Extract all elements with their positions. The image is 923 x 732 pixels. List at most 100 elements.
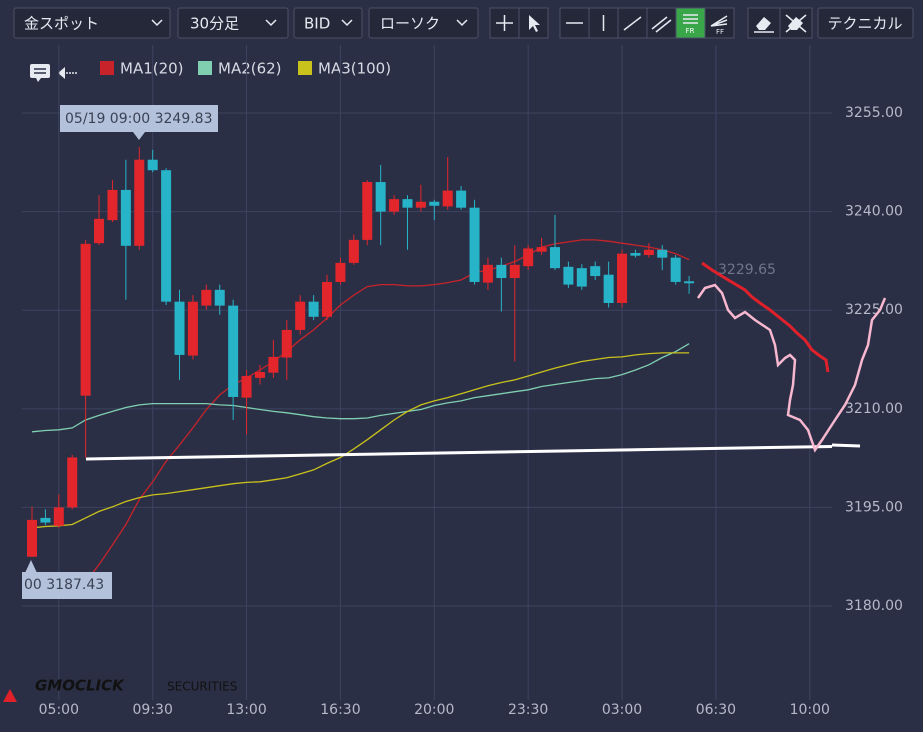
- candle-body: [120, 189, 131, 246]
- candle-body: [442, 190, 453, 207]
- logo-brand: GMOCLICK: [35, 677, 125, 695]
- legend-label: MA1(20): [120, 60, 184, 78]
- candle-body: [241, 375, 252, 398]
- logo-suffix: SECURITIES: [167, 680, 237, 694]
- low-annotation: 00 3187.43: [22, 560, 112, 599]
- candle-body: [348, 239, 359, 263]
- chart-style-label: ローソク: [380, 15, 440, 33]
- y-tick-label: 3210.00: [845, 401, 903, 417]
- candle-body: [94, 218, 105, 244]
- candle-body: [643, 249, 654, 256]
- candle-body: [362, 182, 373, 240]
- candle-body: [415, 201, 426, 208]
- candle-body: [590, 266, 601, 277]
- x-tick-label: 09:30: [133, 702, 173, 718]
- candle-body: [80, 243, 91, 396]
- high-annotation: 05/19 09:00 3249.83: [60, 105, 218, 140]
- plot-clip: [22, 45, 832, 700]
- legend-label: MA3(100): [318, 60, 391, 78]
- annotation-text: 00 3187.43: [24, 577, 104, 593]
- candle-body: [429, 201, 440, 206]
- last-price-label: 3229.65: [718, 262, 776, 278]
- candle-body: [456, 190, 467, 208]
- y-tick-label: 3195.00: [845, 499, 903, 515]
- ma-line: [31, 352, 690, 529]
- candle-body: [617, 253, 628, 303]
- comment-icon[interactable]: [30, 64, 50, 82]
- drawn-support-line-end: [831, 443, 861, 448]
- candle-body: [268, 356, 279, 373]
- x-tick-label: 06:30: [696, 702, 736, 718]
- collapse-icon[interactable]: [58, 67, 78, 79]
- annotation-pointer: [25, 560, 37, 573]
- drawn-support-line: [85, 444, 832, 461]
- candle-body: [523, 248, 534, 267]
- candle-body: [27, 519, 37, 557]
- annotation-pointer: [133, 132, 145, 140]
- svg-text:FR: FR: [686, 27, 695, 35]
- x-tick-label: 16:30: [320, 702, 360, 718]
- legend-swatch: [100, 61, 114, 75]
- candle-body: [549, 247, 560, 269]
- drawn-pink-path: [696, 283, 887, 453]
- candle-body: [254, 372, 265, 378]
- x-tick-label: 10:00: [790, 702, 830, 718]
- candle-body: [322, 281, 333, 317]
- y-tick-label: 3240.00: [845, 204, 903, 220]
- fibonacci-fan-button[interactable]: FF: [704, 7, 735, 39]
- user-drawings: [85, 444, 832, 461]
- chart-style-dropdown[interactable]: ローソク: [368, 7, 479, 39]
- candle-body: [308, 301, 319, 317]
- vline-button[interactable]: [588, 7, 619, 39]
- candle-body: [482, 264, 493, 283]
- legend-swatch: [298, 61, 312, 75]
- candle-body: [335, 262, 346, 282]
- x-tick-label: 13:00: [226, 702, 266, 718]
- candle-body: [107, 189, 118, 221]
- x-tick-label: 23:30: [508, 702, 548, 718]
- candle-body: [375, 182, 386, 212]
- candle-body: [174, 301, 185, 355]
- candle-body: [214, 289, 225, 306]
- toolbar: 金スポット 30分足 BID ローソク FR FF テクニカル: [13, 7, 914, 39]
- candle-body: [509, 264, 520, 279]
- annotation-box: [60, 105, 218, 132]
- ma-lines: [31, 239, 690, 598]
- x-tick-label: 03:00: [602, 702, 642, 718]
- candle-body: [67, 457, 78, 508]
- price-type-dropdown[interactable]: BID: [293, 7, 363, 39]
- legend: MA1(20) MA2(62) MA3(100): [100, 60, 391, 78]
- y-tick-label: 3225.00: [845, 302, 903, 318]
- crosshair-button[interactable]: [489, 7, 520, 39]
- candle-body: [295, 301, 306, 330]
- drawn-red-path: [701, 261, 830, 373]
- candle-body: [40, 517, 51, 523]
- legend-swatch: [198, 61, 212, 75]
- price-type-label: BID: [304, 15, 330, 33]
- candle-body: [576, 268, 587, 287]
- timeframe-dropdown[interactable]: 30分足: [177, 7, 289, 39]
- candle-body: [228, 305, 239, 397]
- candle-body: [53, 507, 64, 526]
- logo-mark: [3, 689, 17, 702]
- technical-button[interactable]: テクニカル: [817, 7, 914, 39]
- x-tick-label: 20:00: [414, 702, 454, 718]
- symbol-label: 金スポット: [24, 15, 99, 33]
- candle-body: [147, 159, 158, 171]
- channel-button[interactable]: [646, 7, 677, 39]
- technical-label: テクニカル: [827, 15, 902, 33]
- timeframe-label: 30分足: [190, 15, 239, 33]
- hline-button[interactable]: [559, 7, 590, 39]
- erase-all-button[interactable]: [779, 7, 813, 39]
- symbol-dropdown[interactable]: 金スポット: [13, 7, 171, 39]
- eraser-button[interactable]: [747, 7, 781, 39]
- candle-body: [187, 301, 198, 356]
- candle-body: [657, 249, 668, 258]
- candle-body: [134, 159, 145, 246]
- trendline-button[interactable]: [617, 7, 648, 39]
- y-tick-label: 3255.00: [845, 105, 903, 121]
- fibonacci-retracement-button[interactable]: FR: [675, 7, 706, 39]
- annotation-text: 05/19 09:00 3249.83: [65, 111, 213, 127]
- pointer-button[interactable]: [518, 7, 549, 39]
